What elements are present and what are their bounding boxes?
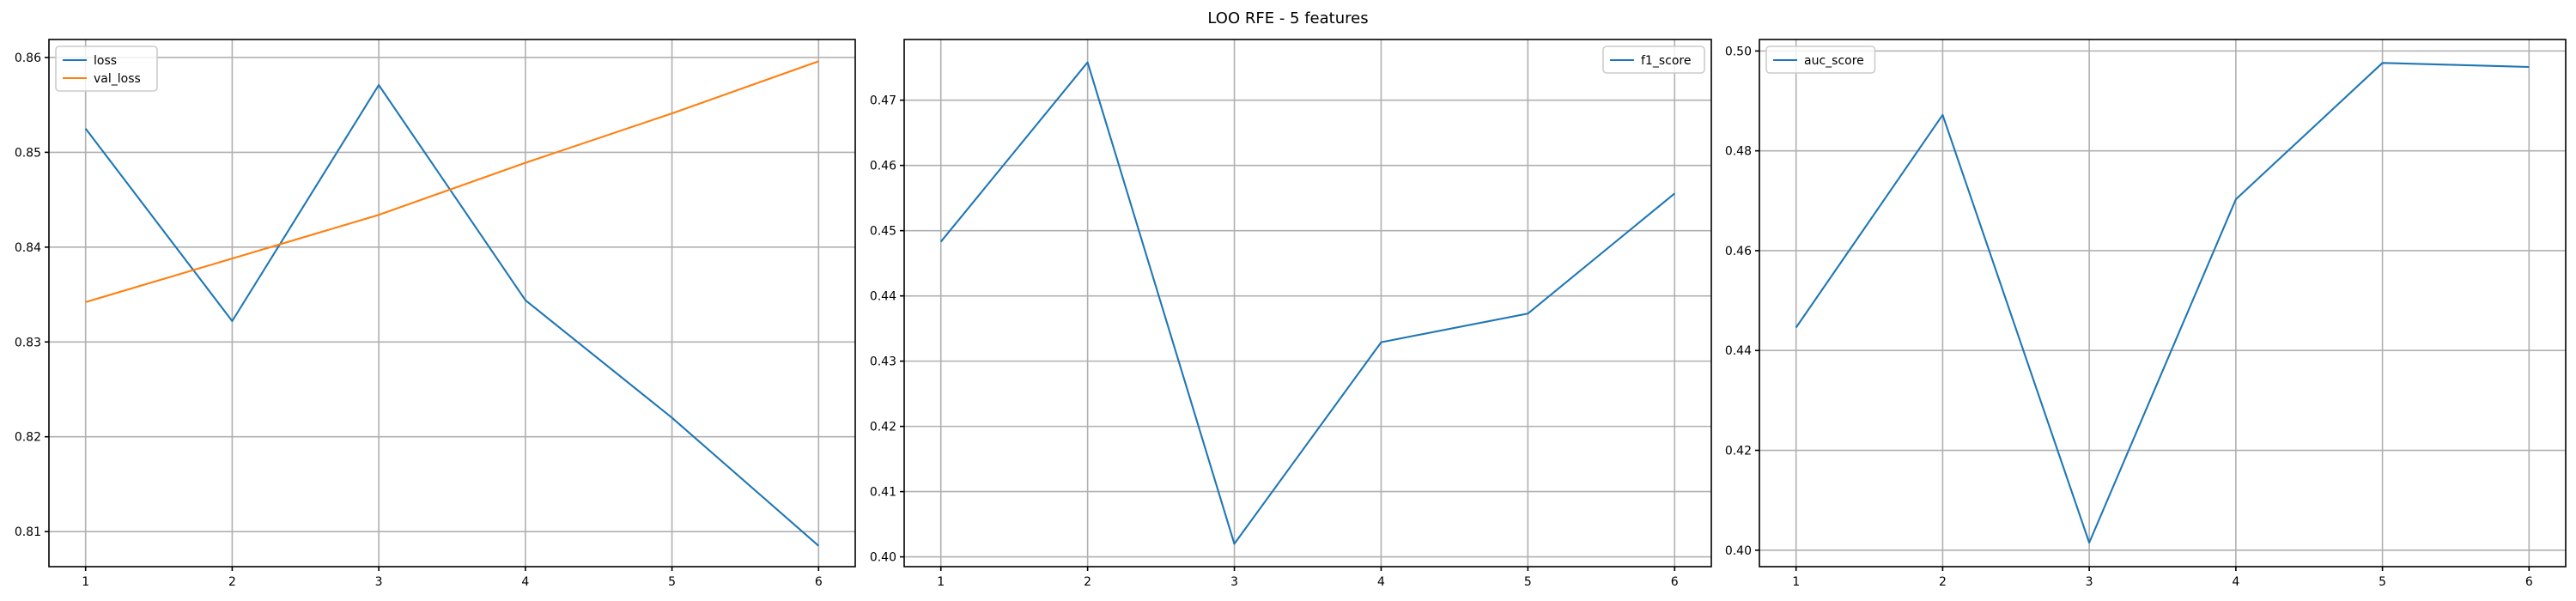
x-tick-label: 6 [815, 575, 823, 589]
subplot-3: 1 2 3 4 5 6 0.40 0.42 0.44 0.46 0.48 0.50 auc_score [1725, 39, 2567, 589]
legend-box [1765, 46, 1876, 74]
subplots: 1 2 3 4 5 6 0.81 0.82 0.83 0.84 0.85 0.86 loss val_lo… [15, 39, 2567, 589]
series-line-auc_score [1795, 62, 2530, 544]
x-tick-label: 4 [521, 575, 529, 589]
axes-frame [48, 39, 856, 568]
y-tick-label: 0.43 [870, 355, 896, 369]
x-tick-label: 4 [1377, 575, 1385, 589]
legend-box [1602, 46, 1705, 74]
subplot-1: 1 2 3 4 5 6 0.81 0.82 0.83 0.84 0.85 0.86 loss val_lo… [15, 39, 856, 589]
y-tick-label: 0.47 [870, 94, 896, 108]
axes-frame [903, 39, 1712, 568]
legend-label-auc_score: auc_score [1804, 54, 1864, 68]
x-tick-label: 1 [82, 575, 89, 589]
y-tick-label: 0.42 [870, 421, 896, 434]
legend: loss val_loss [55, 46, 158, 92]
y-tick-label: 0.84 [15, 241, 41, 255]
x-tick-label: 2 [1939, 575, 1947, 589]
y-tick-label: 0.41 [870, 486, 896, 500]
legend: auc_score [1765, 46, 1876, 74]
y-tick-label: 0.44 [1725, 344, 1752, 358]
y-tick-label: 0.46 [1725, 245, 1752, 258]
y-tick-label: 0.83 [15, 336, 41, 349]
legend-label-val_loss: val_loss [94, 72, 141, 86]
y-tick-label: 0.45 [870, 225, 896, 239]
x-tick-label: 6 [2525, 575, 2533, 589]
y-tick-label: 0.42 [1725, 445, 1752, 458]
x-tick-label: 4 [2232, 575, 2239, 589]
x-tick-label: 2 [1084, 575, 1091, 589]
x-tick-label: 1 [937, 575, 945, 589]
x-tick-label: 5 [668, 575, 676, 589]
y-tick-label: 0.85 [15, 146, 41, 160]
legend-label-loss: loss [94, 54, 117, 68]
y-tick-label: 0.81 [15, 525, 41, 539]
x-tick-label: 5 [2379, 575, 2386, 589]
x-tick-label: 3 [2086, 575, 2093, 589]
y-tick-label: 0.86 [15, 52, 41, 65]
axes-frame [1759, 39, 2567, 568]
legend-box [55, 46, 158, 92]
x-tick-label: 6 [1671, 575, 1679, 589]
y-tick-label: 0.40 [870, 551, 896, 565]
x-tick-label: 5 [1524, 575, 1532, 589]
x-tick-label: 3 [375, 575, 383, 589]
series-line-loss [84, 83, 819, 547]
x-tick-label: 2 [228, 575, 236, 589]
figure-title: LOO RFE - 5 features [1207, 9, 1368, 27]
y-tick-label: 0.44 [870, 290, 896, 304]
series-line-f1_score [939, 61, 1675, 545]
x-tick-label: 1 [1792, 575, 1800, 589]
y-tick-label: 0.46 [870, 160, 896, 173]
subplot-2: 1 2 3 4 5 6 0.40 0.41 0.42 0.43 0.44 0.45 0.46 0.47 f1… [870, 39, 1712, 589]
series-line-val_loss [85, 60, 819, 303]
y-tick-label: 0.50 [1725, 45, 1752, 58]
y-tick-label: 0.48 [1725, 145, 1752, 159]
legend-label-f1_score: f1_score [1641, 54, 1691, 68]
x-tick-label: 3 [1230, 575, 1238, 589]
y-tick-label: 0.40 [1725, 544, 1752, 558]
legend: f1_score [1602, 46, 1705, 74]
y-tick-label: 0.82 [15, 431, 41, 445]
